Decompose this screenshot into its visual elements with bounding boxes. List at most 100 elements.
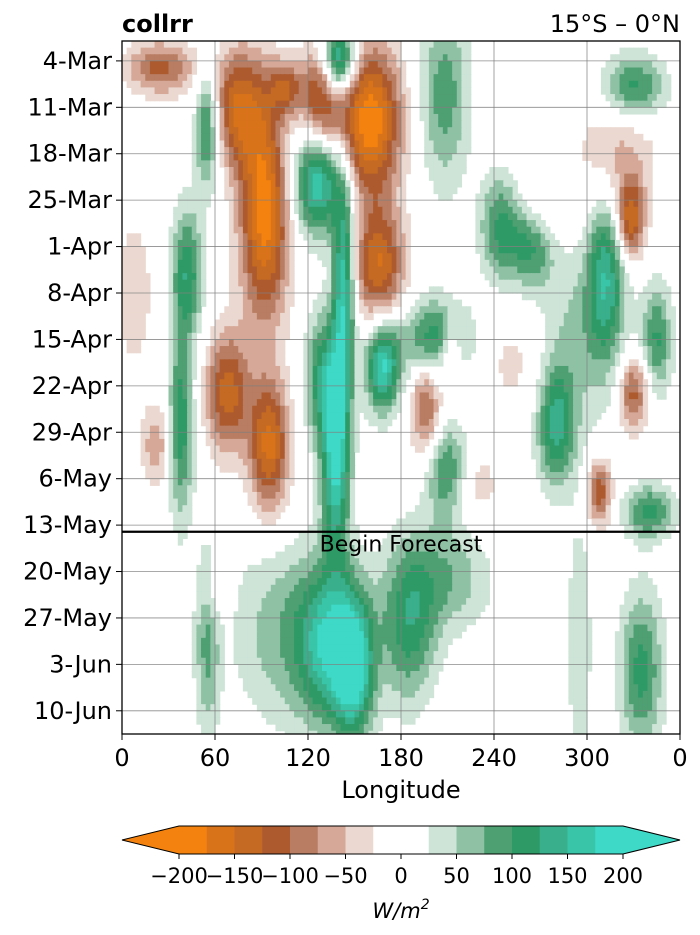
heatmap-cell [159, 67, 165, 75]
heatmap-cell [368, 312, 374, 321]
heatmap-cell [363, 113, 370, 122]
heatmap-cell [266, 425, 272, 433]
heatmap-cell [270, 153, 277, 161]
heatmap-cell [275, 233, 281, 241]
heatmap-cell [145, 74, 151, 82]
heatmap-cell [317, 312, 323, 321]
heatmap-cell [531, 438, 537, 447]
heatmap-cell [359, 359, 365, 367]
heatmap-cell [633, 491, 639, 500]
heatmap-cell [126, 346, 132, 354]
heatmap-cell [373, 186, 379, 195]
heatmap-cell [252, 299, 258, 307]
heatmap-cell [624, 299, 630, 307]
heatmap-cell [275, 458, 281, 467]
heatmap-cell [252, 445, 258, 453]
heatmap-cell [159, 41, 165, 49]
heatmap-cell [396, 160, 402, 168]
heatmap-cell [275, 385, 281, 394]
heatmap-cell [368, 160, 374, 168]
heatmap-cell [349, 253, 356, 261]
heatmap-cell [424, 326, 430, 334]
heatmap-cell [303, 385, 309, 394]
heatmap-cell [373, 80, 379, 89]
heatmap-cell [270, 425, 277, 433]
heatmap-cell [452, 133, 458, 142]
heatmap-cell [177, 226, 184, 234]
heatmap-cell [410, 332, 416, 341]
heatmap-cell [540, 465, 546, 473]
heatmap-cell [122, 253, 128, 261]
heatmap-cell [377, 87, 383, 95]
heatmap-cell [377, 286, 383, 294]
heatmap-cell [224, 412, 230, 420]
heatmap-cell [187, 332, 193, 341]
heatmap-cell [349, 458, 356, 467]
heatmap-cell [317, 233, 323, 241]
heatmap-cell [266, 452, 272, 460]
heatmap-cell [531, 266, 537, 274]
heatmap-cell [359, 246, 365, 254]
heatmap-cell [642, 306, 649, 314]
heatmap-cell [308, 186, 314, 195]
heatmap-cell [326, 47, 332, 55]
heatmap-cell [624, 47, 630, 55]
heatmap-cell [196, 259, 202, 268]
heatmap-cell [284, 266, 290, 274]
heatmap-cell [266, 253, 272, 261]
heatmap-cell [666, 87, 672, 95]
heatmap-cell [135, 299, 142, 307]
heatmap-cell [308, 87, 314, 95]
heatmap-cell [605, 80, 611, 89]
heatmap-cell [321, 485, 328, 493]
heatmap-cell [275, 133, 281, 142]
heatmap-cell [452, 107, 458, 115]
heatmap-cell [600, 220, 607, 228]
heatmap-cell [461, 54, 467, 62]
heatmap-cell [405, 372, 411, 380]
heatmap-cell [605, 293, 611, 301]
heatmap-cell [507, 226, 514, 234]
heatmap-cell [452, 167, 458, 175]
heatmap-cell [573, 299, 579, 307]
heatmap-cell [145, 80, 151, 89]
heatmap-cell [433, 299, 439, 307]
heatmap-cell [233, 213, 239, 221]
heatmap-cell [280, 293, 286, 301]
heatmap-cell [359, 365, 365, 374]
heatmap-cell [359, 173, 365, 181]
heatmap-cell [275, 54, 281, 62]
heatmap-cell [363, 233, 370, 241]
heatmap-cell [433, 120, 439, 128]
heatmap-cell [140, 445, 146, 453]
heatmap-cell [270, 160, 277, 168]
heatmap-cell [215, 60, 221, 69]
heatmap-cell [596, 213, 602, 221]
heatmap-cell [573, 326, 579, 334]
heatmap-cell [247, 485, 253, 493]
heatmap-cell [335, 273, 342, 281]
heatmap-cell [461, 47, 467, 55]
heatmap-cell [261, 186, 267, 195]
heatmap-cell [382, 392, 388, 400]
heatmap-cell [303, 94, 309, 102]
heatmap-cell [173, 405, 179, 413]
heatmap-cell [382, 193, 388, 201]
heatmap-cell [242, 379, 249, 387]
heatmap-cell [494, 186, 500, 195]
heatmap-cell [531, 279, 537, 287]
heatmap-cell [238, 452, 244, 460]
heatmap-cell [610, 133, 616, 142]
heatmap-cell [382, 220, 388, 228]
heatmap-cell [466, 339, 472, 347]
heatmap-cell [247, 67, 253, 75]
heatmap-cell [587, 365, 593, 374]
heatmap-cell [424, 113, 430, 122]
heatmap-cell [512, 200, 518, 208]
heatmap-cell [596, 153, 602, 161]
heatmap-cell [284, 47, 290, 55]
heatmap-cell [624, 385, 630, 394]
heatmap-cell [308, 365, 314, 374]
heatmap-cell [638, 392, 644, 400]
heatmap-cell [284, 365, 290, 374]
